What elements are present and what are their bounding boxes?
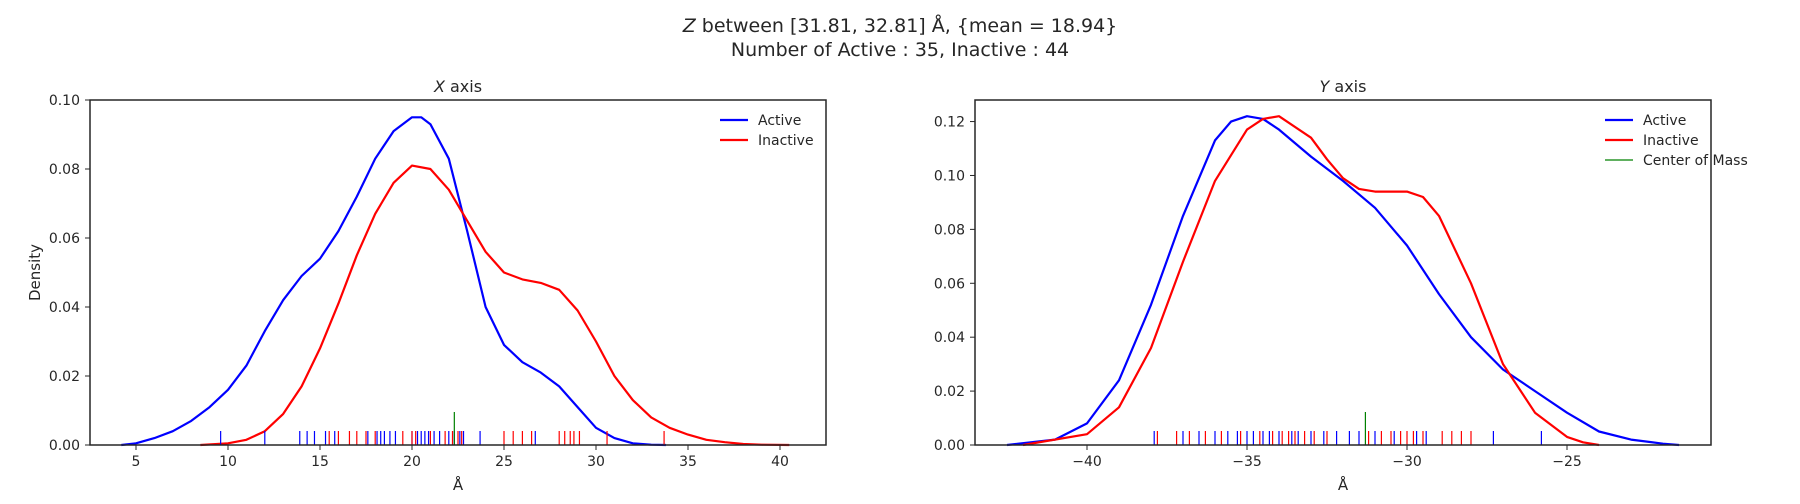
chart2-ytick-label: 0.04 [934, 330, 965, 346]
chart2-xlabel: Å [1338, 475, 1349, 494]
chart1-legend-inactive-label: Inactive [758, 133, 814, 149]
chart2-legend-inactive-label: Inactive [1643, 133, 1699, 149]
chart1-title: X axis [433, 77, 482, 96]
chart2-ytick-label: 0.12 [934, 115, 965, 131]
chart1-axes-frame [89, 99, 827, 446]
chart1-xtick-label: 15 [311, 454, 329, 470]
chart1-ytick-label: 0.08 [49, 162, 80, 178]
chart1-xlabel: Å [453, 475, 464, 494]
chart2-xtick-label: −40 [1072, 454, 1102, 470]
chart2-ytick-label: 0.10 [934, 168, 965, 184]
chart1-xtick-label: 5 [132, 454, 141, 470]
chart1-ytick-label: 0.02 [49, 369, 80, 385]
chart1-ytick-label: 0.06 [49, 231, 80, 247]
chart1-series-active-line [121, 116, 666, 447]
chart2-ytick-label: 0.06 [934, 276, 965, 292]
chart2-axes-frame [974, 99, 1712, 446]
chart1-xtick-label: 25 [495, 454, 513, 470]
chart2-series-active-line [1006, 115, 1680, 447]
chart2-legend-active-label: Active [1643, 113, 1686, 129]
chart1-series-inactive-line [200, 164, 790, 447]
chart1-xtick-label: 30 [587, 454, 605, 470]
chart2-series-inactive-line [1022, 115, 1600, 447]
chart1-legend-active-label: Active [758, 113, 801, 129]
chart2-ytick-label: 0.08 [934, 222, 965, 238]
chart2-title: Y axis [1320, 77, 1367, 96]
chart2-xtick-label: −25 [1552, 454, 1582, 470]
chart1-xtick-label: 10 [219, 454, 237, 470]
chart1-xtick-label: 20 [403, 454, 421, 470]
chart2-legend-center-of-mass-label: Center of Mass [1643, 153, 1748, 169]
figure-suptitle-line2: Number of Active : 35, Inactive : 44 [731, 39, 1069, 61]
figure-suptitle-line1: Z between [31.81, 32.81] Å, {mean = 18.9… [682, 14, 1118, 37]
chart1-ylabel: Density [26, 244, 44, 301]
chart2-ytick-label: 0.02 [934, 384, 965, 400]
chart1-xtick-label: 35 [679, 454, 697, 470]
chart1-ytick-label: 0.04 [49, 300, 80, 316]
chart2-ytick-label: 0.00 [934, 438, 965, 454]
chart1-ytick-label: 0.00 [49, 438, 80, 454]
chart2-xtick-label: −30 [1392, 454, 1422, 470]
chart1-xtick-label: 40 [771, 454, 789, 470]
chart1-ytick-label: 0.10 [49, 93, 80, 109]
chart2-xtick-label: −35 [1232, 454, 1262, 470]
